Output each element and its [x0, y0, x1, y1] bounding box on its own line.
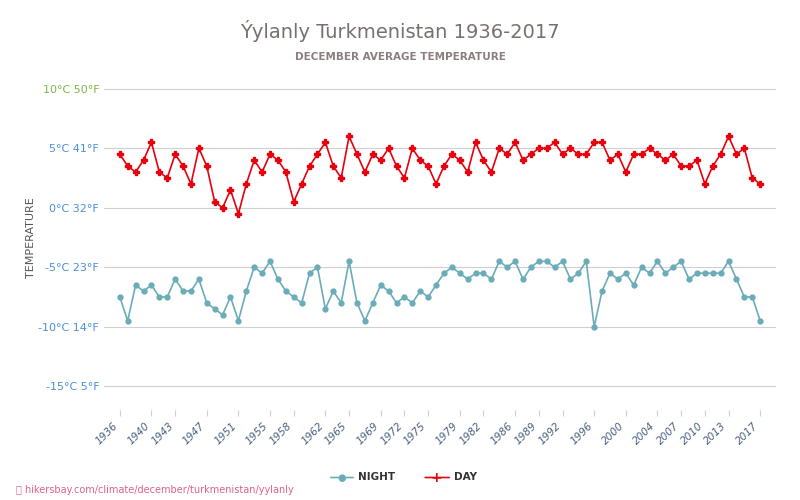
Text: ⭕ hikersbay.com/climate/december/turkmenistan/yylanly: ⭕ hikersbay.com/climate/december/turkmen… [16, 485, 294, 495]
Text: Ýylanly Turkmenistan 1936-2017: Ýylanly Turkmenistan 1936-2017 [240, 20, 560, 42]
Text: +: + [431, 470, 442, 484]
Text: NIGHT: NIGHT [358, 472, 395, 482]
Text: ●: ● [338, 472, 346, 482]
Text: DAY: DAY [454, 472, 478, 482]
Text: DECEMBER AVERAGE TEMPERATURE: DECEMBER AVERAGE TEMPERATURE [294, 52, 506, 62]
Y-axis label: TEMPERATURE: TEMPERATURE [26, 197, 37, 278]
